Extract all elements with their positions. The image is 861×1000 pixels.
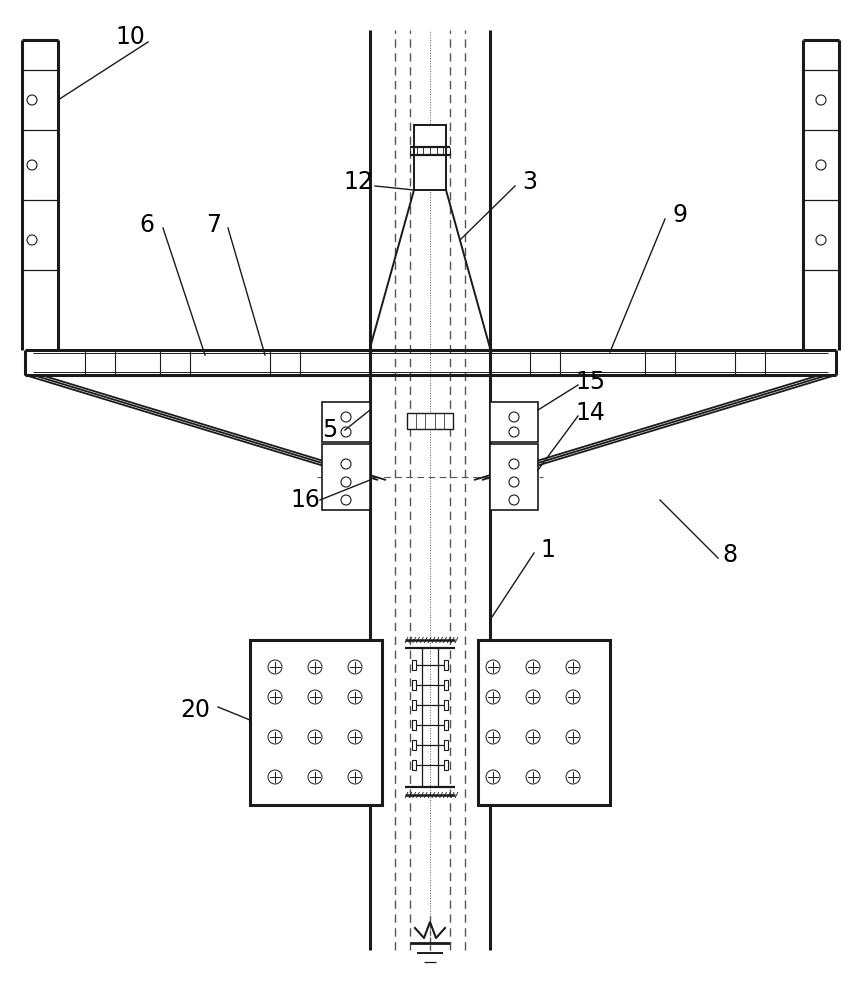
Bar: [444, 680, 448, 690]
Bar: [478, 640, 610, 805]
Text: 20: 20: [180, 698, 210, 722]
Bar: [412, 680, 416, 690]
Text: 15: 15: [575, 370, 605, 394]
Bar: [85, 350, 115, 375]
Bar: [322, 402, 370, 442]
Bar: [412, 760, 416, 770]
Bar: [414, 125, 446, 190]
Bar: [407, 413, 453, 429]
Bar: [412, 700, 416, 710]
Bar: [412, 660, 416, 670]
Bar: [322, 444, 370, 510]
Text: 5: 5: [322, 418, 338, 442]
Bar: [444, 700, 448, 710]
Bar: [444, 720, 448, 730]
Bar: [444, 740, 448, 750]
Text: 12: 12: [343, 170, 373, 194]
Bar: [735, 350, 765, 375]
Text: 16: 16: [290, 488, 320, 512]
Text: 6: 6: [139, 213, 154, 237]
Bar: [444, 660, 448, 670]
Text: 9: 9: [672, 203, 687, 227]
Bar: [412, 720, 416, 730]
Bar: [160, 350, 190, 375]
Bar: [490, 444, 538, 510]
Text: 10: 10: [115, 25, 145, 49]
Bar: [490, 402, 538, 442]
Text: 7: 7: [207, 213, 221, 237]
Text: 1: 1: [541, 538, 555, 562]
Bar: [530, 350, 560, 375]
Bar: [412, 740, 416, 750]
Bar: [444, 760, 448, 770]
Text: 3: 3: [523, 170, 537, 194]
Bar: [250, 640, 382, 805]
Bar: [270, 350, 300, 375]
Text: 14: 14: [575, 401, 605, 425]
Text: 8: 8: [722, 543, 738, 567]
Bar: [645, 350, 675, 375]
